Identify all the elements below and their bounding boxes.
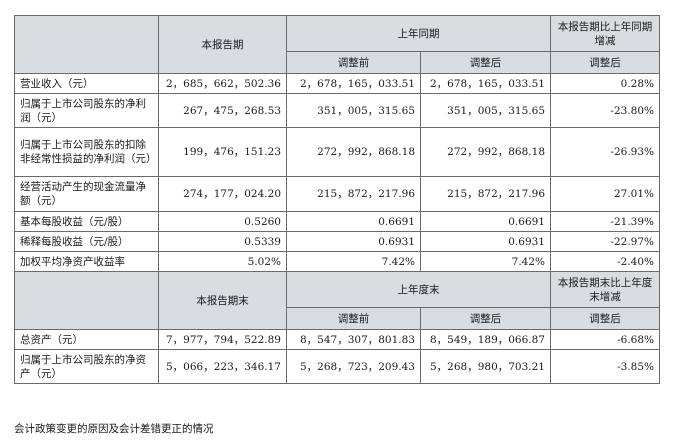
table-row: 经营活动产生的现金流量净额（元） 274，177，024.20 215，872，… (14, 176, 660, 212)
cell-change: 27.01% (550, 176, 660, 212)
cell-after: 0.6691 (420, 211, 551, 232)
cell-after: 0.6931 (420, 231, 551, 252)
cell-change: -22.97% (550, 231, 660, 252)
cell-after: 8，549，189，066.87 (420, 329, 551, 350)
header-label-blank (14, 15, 159, 74)
header-label-blank (14, 271, 159, 330)
table-row: 基本每股收益（元/股） 0.5260 0.6691 0.6691 -21.39% (14, 211, 660, 232)
row-label: 营业收入（元） (14, 73, 159, 94)
cell-before: 2，678，165，033.51 (286, 73, 421, 94)
cell-after: 272，992，868.18 (420, 127, 551, 177)
cell-current: 0.5339 (158, 231, 287, 252)
header-change: 本报告期比上年同期增减 (550, 15, 660, 52)
header-current-period: 本报告期 (158, 15, 287, 74)
header-before-adjustment: 调整前 (286, 51, 421, 74)
header-change-after-adjustment: 调整后 (550, 307, 660, 330)
row-label: 总资产（元） (14, 329, 159, 350)
table-row: 营业收入（元） 2，685，662，502.36 2，678，165，033.5… (14, 73, 660, 94)
cell-current: 0.5260 (158, 211, 287, 232)
table-row: 归属于上市公司股东的净资产（元） 5，066，223，346.17 5，268，… (14, 349, 660, 384)
header-row-1a: 本报告期 上年同期 本报告期比上年同期增减 (14, 15, 660, 74)
table-row: 归属于上市公司股东的扣除非经常性损益的净利润（元） 199，476，151.23… (14, 127, 660, 177)
header-prior-year-period: 上年同期 (286, 15, 551, 52)
header-change-after-adjustment: 调整后 (550, 51, 660, 74)
row-label: 基本每股收益（元/股） (14, 211, 159, 232)
cell-current: 5，066，223，346.17 (158, 349, 287, 384)
cell-before: 0.6691 (286, 211, 421, 232)
cell-change: -3.85% (550, 349, 660, 384)
header-period-end: 本报告期末 (158, 271, 287, 330)
cell-before: 215，872，217.96 (286, 176, 421, 212)
row-label: 经营活动产生的现金流量净额（元） (14, 176, 159, 212)
row-label: 归属于上市公司股东的扣除非经常性损益的净利润（元） (14, 127, 159, 177)
cell-current: 2，685，662，502.36 (158, 73, 287, 94)
row-label: 归属于上市公司股东的净利润（元） (14, 93, 159, 128)
table-row: 稀释每股收益（元/股） 0.5339 0.6931 0.6931 -22.97% (14, 231, 660, 252)
cell-after: 2，678，165，033.51 (420, 73, 551, 94)
header-after-adjustment: 调整后 (420, 307, 551, 330)
table-row: 归属于上市公司股东的净利润（元） 267，475，268.53 351，005，… (14, 93, 660, 128)
cell-change: -2.40% (550, 251, 660, 272)
cell-after: 215，872，217.96 (420, 176, 551, 212)
financial-summary-table: 本报告期 上年同期 本报告期比上年同期增减 调整前 调整后 调整后 营业收入（元… (14, 15, 660, 384)
row-label: 加权平均净资产收益率 (14, 251, 159, 272)
cell-before: 5，268，723，209.43 (286, 349, 421, 384)
cell-current: 5.02% (158, 251, 287, 272)
cell-before: 7.42% (286, 251, 421, 272)
header-row-2b: 调整前 调整后 调整后 (15, 307, 660, 330)
accounting-policy-note: 会计政策变更的原因及会计差错更正的情况 (14, 423, 214, 435)
cell-before: 8，547，307，801.83 (286, 329, 421, 350)
cell-change: -6.68% (550, 329, 660, 350)
cell-after: 351，005，315.65 (420, 93, 551, 128)
cell-change: 0.28% (550, 73, 660, 94)
row-label: 归属于上市公司股东的净资产（元） (14, 349, 159, 384)
cell-change: -26.93% (550, 127, 660, 177)
cell-change: -21.39% (550, 211, 660, 232)
cell-after: 7.42% (420, 251, 551, 272)
cell-current: 7，977，794，522.89 (158, 329, 287, 350)
cell-current: 199，476，151.23 (158, 127, 287, 177)
header-after-adjustment: 调整后 (420, 51, 551, 74)
cell-change: -23.80% (550, 93, 660, 128)
cell-current: 274，177，024.20 (158, 176, 287, 212)
cell-after: 5，268，980，703.21 (420, 349, 551, 384)
row-label: 稀释每股收益（元/股） (14, 231, 159, 252)
header-row-2a: 本报告期末 上年度末 本报告期末比上年度末增减 (14, 271, 660, 330)
cell-before: 272，992，868.18 (286, 127, 421, 177)
cell-before: 0.6931 (286, 231, 421, 252)
header-change: 本报告期末比上年度末增减 (550, 271, 660, 308)
header-before-adjustment: 调整前 (286, 307, 421, 330)
table-row: 加权平均净资产收益率 5.02% 7.42% 7.42% -2.40% (14, 251, 660, 272)
cell-current: 267，475，268.53 (158, 93, 287, 128)
header-prior-year-end: 上年度末 (286, 271, 551, 308)
financial-summary-table-wrapper: 本报告期 上年同期 本报告期比上年同期增减 调整前 调整后 调整后 营业收入（元… (14, 15, 660, 384)
header-row-1b: 调整前 调整后 调整后 (15, 51, 660, 74)
table-row: 总资产（元） 7，977，794，522.89 8，547，307，801.83… (14, 329, 660, 350)
cell-before: 351，005，315.65 (286, 93, 421, 128)
